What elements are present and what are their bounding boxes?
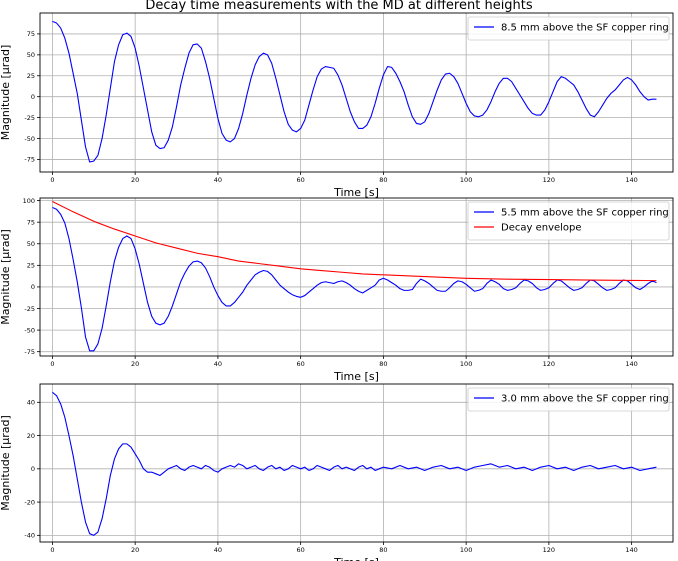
plot-frame xyxy=(39,383,674,543)
panel-1: 0 20 40 60 80 100 120 140 -75 -50 -25 0 25 50 75 Time [… xyxy=(0,12,674,199)
y-axis-label: Magnitude [μrad] xyxy=(0,45,12,141)
x-tick-label: 80 xyxy=(379,546,387,554)
x-axis-label: Time [s] xyxy=(333,370,379,383)
x-tick-label: 60 xyxy=(297,176,305,184)
x-tick-label: 0 xyxy=(50,546,54,554)
x-tick-label: 140 xyxy=(625,176,637,184)
y-tick-label: -20 xyxy=(24,498,35,506)
legend: 8.5 mm above the SF copper ring xyxy=(467,16,670,41)
legend-label: 3.0 mm above the SF copper ring xyxy=(501,394,669,405)
x-tick-label: 0 xyxy=(50,360,54,368)
y-tick-label: 0 xyxy=(31,283,35,291)
series-line-2 xyxy=(52,200,657,282)
y-tick-label: -50 xyxy=(24,326,35,334)
x-tick-label: 120 xyxy=(543,360,555,368)
y-tick-label: 50 xyxy=(27,51,35,59)
x-tick-label: 120 xyxy=(543,546,555,554)
x-tick-label: 80 xyxy=(379,360,387,368)
series-line-1 xyxy=(52,20,657,163)
x-tick-label: 120 xyxy=(543,176,555,184)
x-tick-label: 140 xyxy=(625,546,637,554)
y-tick-label: 25 xyxy=(27,262,35,270)
y-tick-label: -50 xyxy=(24,135,35,143)
legend-label: 5.5 mm above the SF copper ring xyxy=(501,208,669,219)
series-line-1 xyxy=(52,391,657,536)
y-tick-label: -75 xyxy=(24,156,35,164)
x-tick-label: 60 xyxy=(297,546,305,554)
x-tick-label: 60 xyxy=(297,360,305,368)
y-tick-label: -25 xyxy=(24,305,35,313)
x-tick-label: 20 xyxy=(131,546,139,554)
x-tick-label: 40 xyxy=(214,360,222,368)
x-tick-label: 40 xyxy=(214,546,222,554)
y-tick-label: -25 xyxy=(24,114,35,122)
y-axis-label: Magnitude [μrad] xyxy=(0,415,12,511)
panel-2: 0 20 40 60 80 100 120 140 -75 -50 -25 0 25 50 75 100 Tim… xyxy=(0,197,674,383)
panel-3: 0 20 40 60 80 100 120 140 -40 -20 0 20 40 Time [s] Mag… xyxy=(0,383,674,561)
y-tick-label: 75 xyxy=(27,218,35,226)
y-tick-label: 75 xyxy=(27,30,35,38)
x-tick-label: 100 xyxy=(460,546,472,554)
legend: 5.5 mm above the SF copper ring Decay env… xyxy=(467,201,670,241)
x-tick-label: 20 xyxy=(131,360,139,368)
x-axis-label: Time [s] xyxy=(333,556,379,561)
x-axis-label: Time [s] xyxy=(333,186,379,199)
x-tick-label: 100 xyxy=(460,360,472,368)
x-tick-label: 80 xyxy=(379,176,387,184)
plot-frame xyxy=(39,12,674,173)
y-tick-label: 20 xyxy=(27,432,35,440)
y-tick-label: 50 xyxy=(27,240,35,248)
series-line-1 xyxy=(52,206,657,352)
x-tick-label: 140 xyxy=(625,360,637,368)
legend-box xyxy=(467,201,670,241)
legend-box xyxy=(467,16,670,41)
x-tick-label: 0 xyxy=(50,176,54,184)
x-tick-label: 40 xyxy=(214,176,222,184)
y-tick-label: 25 xyxy=(27,72,35,80)
y-tick-label: -75 xyxy=(24,348,35,356)
figure-title: Decay time measurements with the MD at d… xyxy=(145,0,533,13)
plot-frame xyxy=(39,197,674,357)
y-tick-label: 40 xyxy=(27,399,35,407)
y-tick-label: 0 xyxy=(31,465,35,473)
x-tick-label: 100 xyxy=(460,176,472,184)
y-tick-label: -40 xyxy=(24,532,35,540)
y-tick-label: 0 xyxy=(31,93,35,101)
legend-box xyxy=(467,387,670,412)
legend: 3.0 mm above the SF copper ring xyxy=(467,387,670,412)
y-axis-label: Magnitude [μrad] xyxy=(0,229,12,325)
legend-label: 8.5 mm above the SF copper ring xyxy=(501,23,669,34)
y-tick-label: 100 xyxy=(23,197,35,205)
x-tick-label: 20 xyxy=(131,176,139,184)
legend-label: Decay envelope xyxy=(501,223,582,234)
